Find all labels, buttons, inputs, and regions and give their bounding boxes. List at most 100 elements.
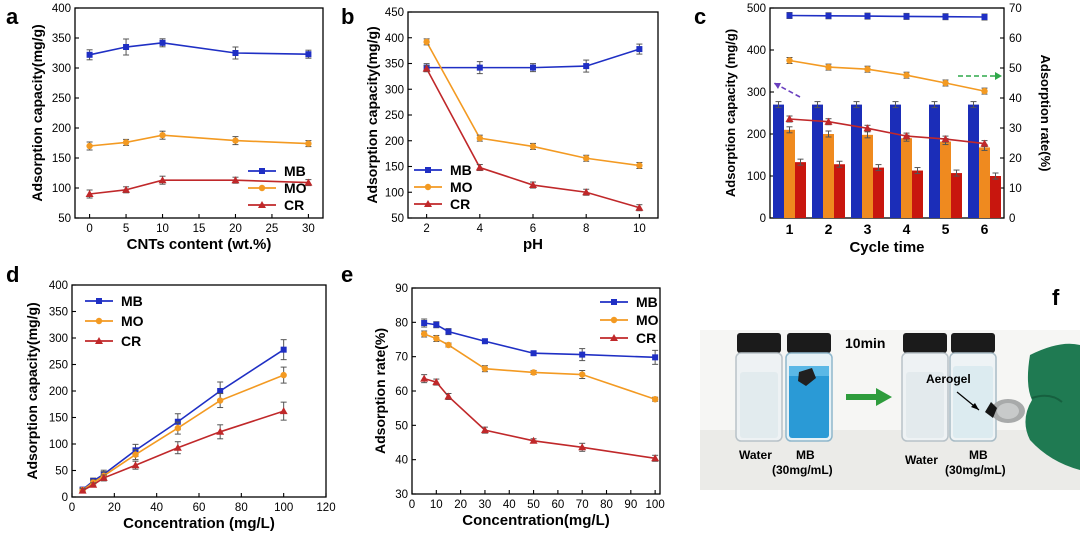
series-line-mo	[82, 374, 284, 491]
rate-mo-point	[903, 72, 910, 79]
series-cr-point	[122, 185, 131, 193]
series-line-mb	[89, 41, 309, 56]
legend-label-mb: MB	[284, 163, 306, 179]
series-mb-point	[123, 44, 130, 50]
legend-mb-point	[425, 167, 431, 173]
rate-cr-point	[980, 139, 989, 147]
series-cr-point	[216, 427, 225, 435]
photo-panel-f: 10min Aerogel Water MB (30mg/mL) Water M…	[700, 330, 1080, 490]
bar-cr	[990, 176, 1001, 218]
series-mb-point	[476, 64, 483, 71]
legend-label-cr: CR	[636, 330, 656, 346]
y2-tick-label: 30	[1009, 123, 1022, 135]
y-tick-label: 350	[52, 33, 71, 45]
series-mb-point	[232, 50, 239, 56]
series-cr-point	[582, 188, 591, 196]
series-mo-point	[216, 397, 224, 404]
panel-label-b: b	[341, 4, 354, 29]
series-mo-point	[433, 335, 440, 342]
y2-tick-label: 60	[1009, 33, 1022, 45]
y-tick-label: 150	[49, 413, 68, 425]
series-mo-point	[445, 341, 452, 349]
series-cr-point	[158, 176, 167, 184]
plot-frame	[411, 287, 661, 495]
y-tick-label: 500	[747, 3, 766, 15]
x-tick-label: 5	[123, 223, 129, 235]
y-tick-label: 100	[52, 183, 71, 195]
panel-label-d: d	[6, 262, 19, 287]
y-tick-label: 350	[385, 59, 404, 71]
series-mo-point	[86, 142, 93, 150]
series-cr-point	[173, 443, 182, 451]
label-mb-conc-before: (30mg/mL)	[772, 463, 833, 477]
rate-line-mo	[789, 59, 985, 92]
plot-frame	[769, 7, 1005, 219]
y-tick-label: 0	[760, 213, 766, 225]
series-mb-point	[421, 320, 428, 327]
y2-tick-label: 70	[1009, 3, 1022, 15]
series-mo-point	[529, 143, 537, 150]
x-tick-label: 100	[646, 499, 665, 511]
x-tick-label: 10	[156, 223, 169, 235]
x-axis-label: CNTs content (wt.%)	[127, 236, 272, 253]
series-mo-point	[232, 137, 239, 144]
series-mb-point	[280, 346, 287, 353]
series-mb-point	[305, 51, 312, 58]
series-mb-point	[433, 321, 440, 328]
x-tick-label: 30	[302, 223, 315, 235]
arrow-head-left	[774, 83, 781, 89]
y-axis-label: Adsorption capacity(mg/g)	[29, 24, 45, 201]
x-tick-label: 1	[786, 221, 794, 237]
x-tick-label: 10	[633, 223, 646, 235]
series-mo-point	[122, 139, 130, 146]
x-tick-label: 100	[274, 502, 293, 514]
x-tick-label: 6	[530, 223, 536, 235]
y-tick-label: 0	[62, 492, 68, 504]
bar-mo	[940, 141, 951, 218]
series-mb-point	[652, 354, 659, 361]
vial-mb-before	[785, 333, 833, 442]
series-mo-point	[423, 38, 430, 46]
x-tick-label: 120	[316, 502, 335, 514]
captured-aerogel	[985, 402, 997, 418]
series-mb-point	[530, 350, 537, 357]
y-tick-label: 250	[49, 360, 68, 372]
bar-mb	[851, 104, 862, 218]
bar-mb	[968, 104, 979, 218]
rate-mb-point	[864, 13, 871, 20]
x-tick-label: 6	[981, 221, 989, 237]
series-mb-point	[86, 51, 93, 58]
series-line-cr	[423, 377, 656, 460]
y-tick-label: 100	[747, 171, 766, 183]
bar-mb	[890, 104, 901, 218]
rate-mo-point	[786, 57, 793, 64]
x-tick-label: 0	[409, 499, 415, 511]
x-tick-label: 60	[551, 499, 564, 511]
series-cr-point	[444, 392, 453, 400]
rate-mo-point	[864, 66, 871, 73]
x-tick-label: 80	[600, 499, 613, 511]
legend-mo-point	[95, 317, 103, 325]
series-cr-point	[432, 378, 441, 386]
legend-label-cr: CR	[121, 333, 141, 349]
series-cr-point	[99, 473, 108, 481]
x-tick-label: 40	[503, 499, 516, 511]
legend-label-cr: CR	[450, 196, 470, 212]
bar-mb	[812, 104, 823, 218]
y-tick-label: 300	[52, 63, 71, 75]
y-axis-label: Adsorption capacity(mg/g)	[364, 26, 380, 203]
rate-mb-point	[786, 12, 793, 19]
x-tick-label: 2	[423, 223, 429, 235]
rate-line-cr	[789, 118, 985, 145]
aerogel-sample	[798, 368, 816, 386]
y2-tick-label: 50	[1009, 63, 1022, 75]
vial-mb-after	[949, 333, 997, 442]
panel-label-a: a	[6, 4, 19, 29]
vial-water-after	[901, 333, 949, 442]
series-cr-point	[420, 374, 429, 382]
bar-cr	[951, 173, 962, 218]
y-tick-label: 50	[395, 420, 408, 432]
y2-tick-label: 20	[1009, 153, 1022, 165]
series-mo-point	[174, 424, 182, 432]
bar-cr	[873, 167, 884, 218]
